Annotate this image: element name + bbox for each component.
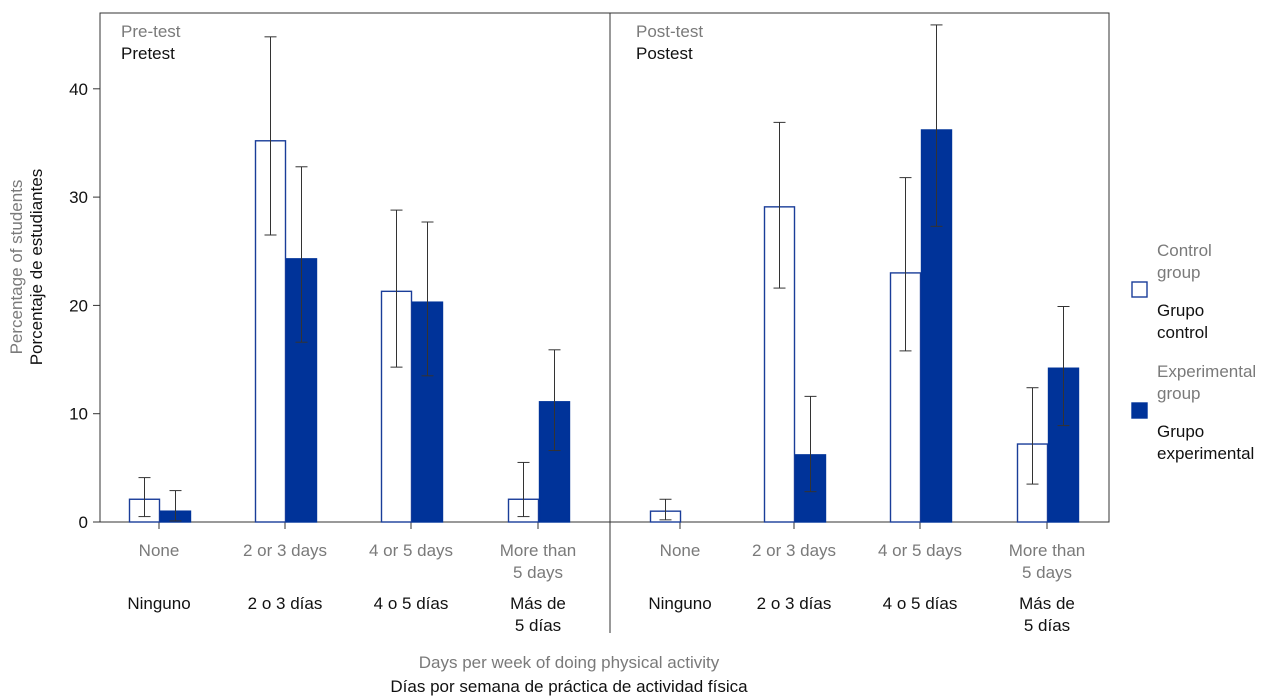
legend-swatch-experimental — [1131, 402, 1148, 419]
axis-layer: 0 10 20 30 40 — [69, 12, 1110, 633]
x-tick-label-en-line: More than — [1009, 541, 1086, 560]
x-tick-label-en-line: 2 or 3 days — [752, 541, 836, 560]
x-tick-label-en-line: None — [139, 541, 180, 560]
error-bar — [295, 166, 308, 343]
legend-label-en-line: group — [1157, 263, 1200, 282]
panel-title-en: Post-test — [636, 22, 703, 41]
bars-layer — [128, 24, 1080, 523]
legend-label-es: Grupo experimental — [1157, 422, 1254, 463]
x-tick-label-en-line: None — [660, 541, 701, 560]
x-tick-label-en-line: 4 or 5 days — [878, 541, 962, 560]
x-tick-label-en-line: 2 or 3 days — [243, 541, 327, 560]
error-bar — [899, 177, 912, 352]
x-tick-label-en: More than 5 days — [1009, 541, 1086, 582]
error-bar — [169, 490, 182, 522]
legend-label-en-line: Control — [1157, 241, 1212, 260]
legend-label-en: Control group — [1157, 241, 1212, 282]
x-axis-label-es: Días por semana de práctica de actividad… — [390, 677, 748, 696]
x-tick-label-es-line: 2 o 3 días — [757, 594, 832, 613]
legend-label-en: Experimental group — [1157, 362, 1256, 403]
x-tick-label-en-line: More than — [500, 541, 577, 560]
x-tick-label-en: 4 or 5 days — [369, 541, 453, 560]
x-tick-label-es-line: Más de — [1019, 594, 1075, 613]
x-tick-label-es: 2 o 3 días — [248, 594, 323, 613]
x-tick-label-es: 2 o 3 días — [757, 594, 832, 613]
legend-swatch-control — [1131, 281, 1148, 298]
legend-label-es-line: control — [1157, 323, 1208, 342]
error-bar — [659, 498, 672, 521]
x-tick-label-es-line: 4 o 5 días — [374, 594, 449, 613]
x-tick-label-es-line: 2 o 3 días — [248, 594, 323, 613]
x-tick-label-es: 4 o 5 días — [883, 594, 958, 613]
x-tick-label-en: None — [660, 541, 701, 560]
error-bar — [804, 395, 817, 493]
legend-label-en-line: Experimental — [1157, 362, 1256, 381]
x-tick-label-en-line: 5 days — [513, 563, 563, 582]
panel-title-en: Pre-test — [121, 22, 181, 41]
error-bar — [773, 121, 786, 289]
x-tick-label-en: 4 or 5 days — [878, 541, 962, 560]
y-tick-label: 30 — [69, 188, 88, 207]
x-tick-label-en: More than 5 days — [500, 541, 577, 582]
x-tick-label-es-line: 5 días — [515, 616, 561, 635]
x-tick-label-en: 2 or 3 days — [243, 541, 327, 560]
x-tick-label-en-line: 5 days — [1022, 563, 1072, 582]
x-tick-label-en: 2 or 3 days — [752, 541, 836, 560]
legend: Control group Grupo control Experimental grou… — [1131, 241, 1256, 463]
error-bar — [421, 221, 434, 377]
error-bar — [138, 477, 151, 518]
y-axis-label-en: Percentage of students — [7, 180, 26, 355]
legend-label-es-line: experimental — [1157, 444, 1254, 463]
legend-label-es: Grupo control — [1157, 301, 1208, 342]
y-tick-label: 20 — [69, 296, 88, 315]
panel-title-es: Postest — [636, 44, 693, 63]
plot-frame — [99, 12, 1110, 523]
error-bar — [517, 461, 530, 518]
x-tick-label-es: Ninguno — [127, 594, 190, 613]
y-axis-label-es: Porcentaje de estudiantes — [27, 169, 46, 366]
legend-label-en-line: group — [1157, 384, 1200, 403]
y-axis-label: Percentage of students Porcentaje de estu… — [7, 169, 46, 366]
x-tick-label-en: None — [139, 541, 180, 560]
error-bar — [264, 36, 277, 236]
x-tick-label-es: Más de 5 días — [510, 594, 566, 635]
y-tick-label: 10 — [69, 405, 88, 424]
panel-title-es: Pretest — [121, 44, 175, 63]
control-bar — [254, 140, 287, 523]
labels-layer: Percentage of students Porcentaje de estu… — [7, 22, 1085, 696]
y-tick-label: 40 — [69, 80, 88, 99]
x-tick-label-es-line: Más de — [510, 594, 566, 613]
x-tick-label-es-line: Ninguno — [648, 594, 711, 613]
error-bar — [930, 24, 943, 227]
x-tick-label-en-line: 4 or 5 days — [369, 541, 453, 560]
legend-label-es-line: Grupo — [1157, 422, 1204, 441]
x-tick-label-es-line: 5 días — [1024, 616, 1070, 635]
x-axis-label-en: Days per week of doing physical activity — [419, 653, 720, 672]
error-bar — [548, 349, 561, 452]
x-tick-label-es: Ninguno — [648, 594, 711, 613]
x-tick-label-es: 4 o 5 días — [374, 594, 449, 613]
x-tick-label-es: Más de 5 días — [1019, 594, 1075, 635]
x-tick-label-es-line: Ninguno — [127, 594, 190, 613]
error-bar — [390, 209, 403, 368]
y-tick-label: 0 — [79, 513, 88, 532]
legend-label-es-line: Grupo — [1157, 301, 1204, 320]
error-bar — [1057, 305, 1070, 427]
x-tick-label-es-line: 4 o 5 días — [883, 594, 958, 613]
error-bar — [1026, 387, 1039, 485]
